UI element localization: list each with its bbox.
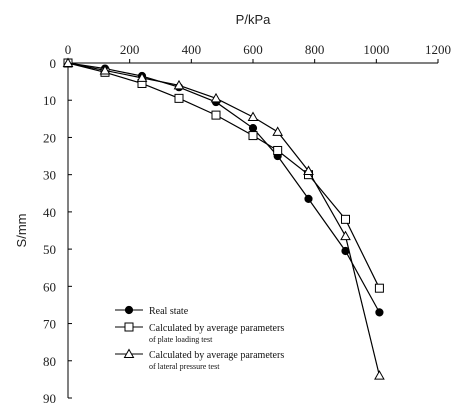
data-point bbox=[374, 370, 385, 380]
x-tick-label: 200 bbox=[120, 42, 140, 57]
data-point bbox=[173, 79, 185, 90]
x-tick-label: 400 bbox=[182, 42, 202, 57]
y-tick-label: 0 bbox=[50, 56, 57, 71]
data-point bbox=[375, 308, 384, 317]
y-tick-label: 80 bbox=[43, 354, 56, 369]
data-point bbox=[248, 124, 258, 133]
x-axis-title: P/kPa bbox=[236, 12, 271, 27]
data-point bbox=[303, 165, 314, 175]
legend-label: of plate loading test bbox=[149, 335, 213, 344]
x-tick-label: 600 bbox=[243, 42, 263, 57]
y-axis-title: S/mm bbox=[14, 214, 29, 248]
data-point bbox=[248, 131, 258, 141]
series-line bbox=[67, 62, 380, 376]
data-point bbox=[304, 194, 313, 203]
series-3 bbox=[62, 57, 385, 380]
series-line bbox=[67, 62, 380, 313]
axes: 0 200 400 600 800 1000 1200 0 10 20 30 40 50 60 70 80 90… bbox=[14, 12, 451, 403]
legend-item-1: Real state bbox=[115, 305, 189, 317]
legend-label: Real state bbox=[149, 306, 189, 317]
data-point bbox=[99, 64, 111, 75]
y-tick-label: 10 bbox=[43, 93, 56, 108]
series-layer bbox=[62, 57, 385, 380]
legend-label: Calculated by average parameters bbox=[149, 323, 284, 334]
y-tick-label: 30 bbox=[43, 168, 56, 183]
legend-marker bbox=[124, 322, 134, 332]
y-tick-label: 20 bbox=[43, 130, 56, 145]
x-tick-label: 1000 bbox=[363, 42, 389, 57]
data-point bbox=[272, 126, 284, 136]
data-point bbox=[211, 110, 221, 120]
x-tick-label: 800 bbox=[305, 42, 325, 57]
data-point bbox=[136, 72, 148, 82]
y-tick-label: 70 bbox=[43, 317, 56, 332]
y-tick-label: 90 bbox=[43, 391, 56, 403]
data-point bbox=[210, 92, 222, 103]
data-point bbox=[174, 93, 184, 103]
series-1 bbox=[63, 58, 384, 317]
legend-label: Calculated by average parameters bbox=[149, 350, 284, 361]
data-point bbox=[247, 111, 259, 121]
series-line bbox=[67, 62, 380, 289]
series-2 bbox=[63, 58, 384, 293]
x-tick-label: 0 bbox=[65, 42, 72, 57]
y-tick-label: 50 bbox=[43, 242, 56, 257]
data-point bbox=[340, 230, 351, 241]
legend-label: of lateral pressure test bbox=[149, 362, 220, 371]
x-tick-label: 1200 bbox=[425, 42, 451, 57]
y-tick-label: 60 bbox=[43, 279, 56, 294]
legend-marker bbox=[123, 348, 135, 358]
data-point bbox=[374, 283, 384, 293]
data-point bbox=[62, 57, 74, 67]
data-point bbox=[273, 145, 283, 155]
legend: Real state Calculated by average paramete… bbox=[115, 305, 284, 371]
legend-marker bbox=[124, 305, 134, 315]
y-tick-label: 40 bbox=[43, 205, 56, 220]
data-point bbox=[341, 214, 350, 224]
